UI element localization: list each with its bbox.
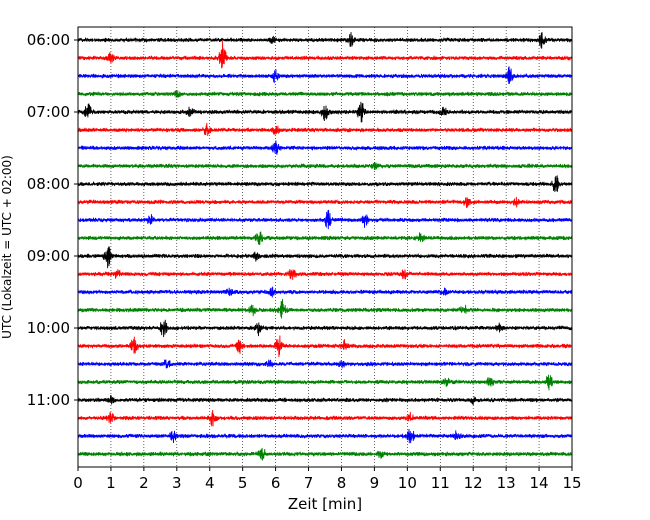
trace-0945 <box>77 299 573 319</box>
y-tick-label-1: 07:00 <box>27 103 70 121</box>
trace-0730 <box>77 140 573 155</box>
x-tick-label-15: 15 <box>562 474 581 492</box>
trace-0815 <box>77 196 573 208</box>
y-tick-label-2: 08:00 <box>27 175 70 193</box>
x-tick-label-14: 14 <box>530 474 549 492</box>
x-tick-label-10: 10 <box>398 474 417 492</box>
trace-0630 <box>77 66 573 84</box>
trace-1145 <box>77 447 573 461</box>
trace-0830 <box>77 209 573 230</box>
plot-area-background <box>78 27 572 467</box>
trace-1030 <box>77 359 573 369</box>
x-tick-label-0: 0 <box>73 474 83 492</box>
x-tick-label-11: 11 <box>431 474 450 492</box>
x-axis: 0 1 2 3 4 5 6 7 8 9 10 11 12 13 14 15 <box>73 467 582 492</box>
trace-1130 <box>77 429 573 444</box>
trace-0745 <box>77 162 573 170</box>
trace-0845 <box>77 231 573 245</box>
plot-frame <box>77 26 573 468</box>
x-tick-label-8: 8 <box>337 474 347 492</box>
y-tick-label-5: 11:00 <box>27 391 70 409</box>
trace-0600 <box>77 32 573 49</box>
trace-0700 <box>77 101 573 123</box>
trace-1115 <box>77 410 573 427</box>
y-tick-label-0: 06:00 <box>27 31 70 49</box>
x-axis-label: Zeit [min] <box>288 495 362 513</box>
trace-0915 <box>77 269 573 280</box>
trace-0615 <box>77 40 573 69</box>
y-tick-label-3: 09:00 <box>27 247 70 265</box>
y-tick-label-4: 10:00 <box>27 319 70 337</box>
x-tick-label-4: 4 <box>205 474 215 492</box>
trace-1045 <box>77 374 573 391</box>
x-tick-label-2: 2 <box>139 474 149 492</box>
x-tick-label-13: 13 <box>497 474 516 492</box>
y-axis-label: UTC (Lokalzeit = UTC + 02:00) <box>0 155 14 339</box>
x-tick-label-5: 5 <box>238 474 248 492</box>
x-tick-label-6: 6 <box>271 474 281 492</box>
trace-0800 <box>77 175 573 192</box>
x-tick-label-3: 3 <box>172 474 182 492</box>
trace-0645 <box>77 90 573 98</box>
trace-0930 <box>77 286 573 298</box>
x-tick-label-12: 12 <box>464 474 483 492</box>
trace-0715 <box>77 122 573 137</box>
trace-1015 <box>77 335 573 358</box>
trace-1100 <box>77 395 573 406</box>
trace-0900 <box>77 246 573 269</box>
x-tick-label-1: 1 <box>106 474 116 492</box>
x-tick-label-9: 9 <box>370 474 380 492</box>
vertical-gridlines <box>110 27 540 467</box>
x-tick-label-7: 7 <box>304 474 314 492</box>
y-axis: 06:00 07:00 08:00 09:00 10:00 11:00 <box>27 31 78 409</box>
trace-group <box>77 32 573 461</box>
trace-1000 <box>77 319 573 338</box>
